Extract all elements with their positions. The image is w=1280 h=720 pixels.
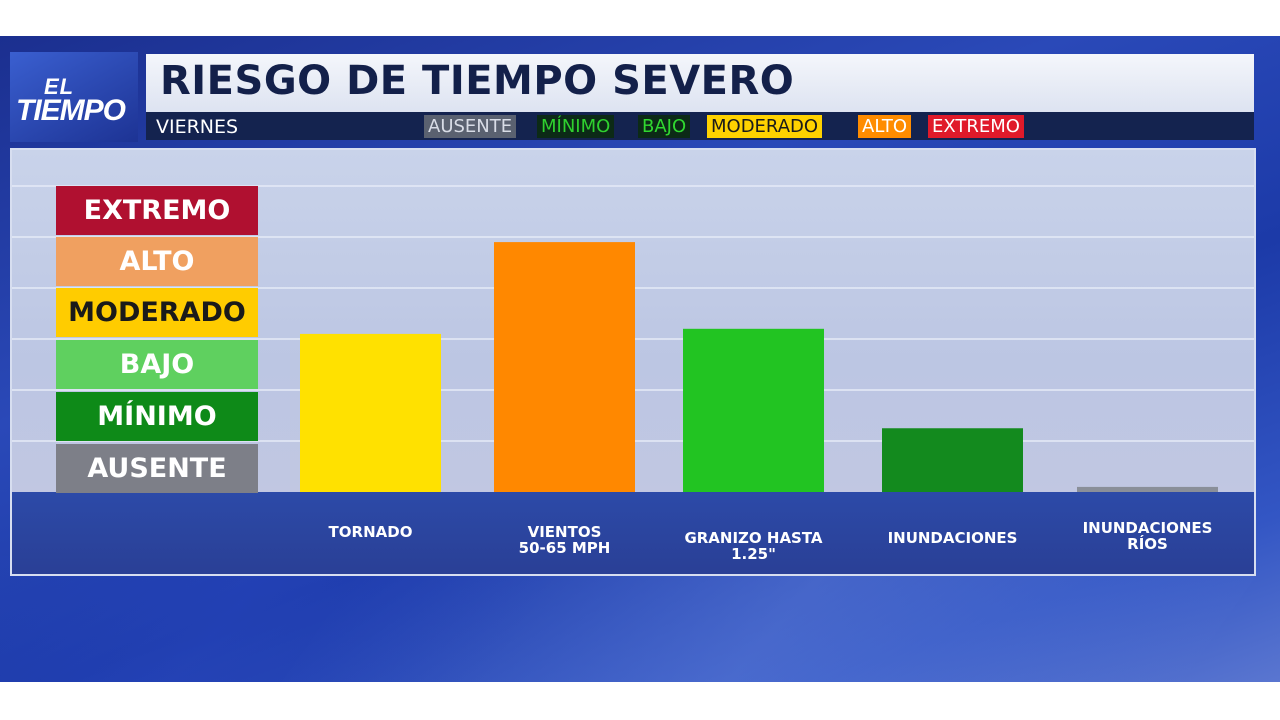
legend-chip-5: ALTO bbox=[858, 115, 912, 138]
day-label: VIERNES bbox=[156, 116, 239, 138]
legend-chip-1: AUSENTE bbox=[424, 115, 517, 138]
legend-chip-2: MÍNIMO bbox=[537, 115, 615, 138]
bar-1 bbox=[300, 333, 441, 492]
chart-panel: EXTREMO ALTO MODERADO BAJO MÍNIMO AUSENTE TOR… bbox=[10, 148, 1256, 576]
legend-chip-6: EXTREMO bbox=[928, 115, 1024, 138]
level-box-4: BAJO bbox=[56, 340, 258, 389]
bar-4 bbox=[882, 428, 1023, 492]
level-box-1: EXTREMO bbox=[56, 186, 258, 235]
brand-line2: TIEMPO bbox=[16, 94, 126, 127]
bar-chart bbox=[12, 185, 1254, 492]
category-label-5: INUNDACIONES RÍOS bbox=[1082, 519, 1213, 553]
brand-logo: EL TIEMPO bbox=[10, 52, 138, 142]
level-box-6: AUSENTE bbox=[56, 444, 258, 493]
level-box-3: MODERADO bbox=[56, 288, 258, 337]
category-label-2: VIENTOS 50-65 MPH bbox=[518, 523, 611, 557]
brand-line1: EL bbox=[44, 74, 75, 99]
legend-chip-4: MODERADO bbox=[707, 115, 823, 138]
level-box-2: ALTO bbox=[56, 237, 258, 286]
category-label-1: TORNADO bbox=[328, 523, 413, 541]
chart-axis-band bbox=[12, 492, 1254, 574]
bar-2 bbox=[494, 242, 635, 492]
header-banner: RIESGO DE TIEMPO SEVERO bbox=[146, 54, 1254, 112]
category-label-4: INUNDACIONES bbox=[887, 529, 1018, 547]
level-box-5: MÍNIMO bbox=[56, 392, 258, 441]
bar-5 bbox=[1077, 486, 1218, 492]
bar-3 bbox=[683, 328, 824, 492]
page-title: RIESGO DE TIEMPO SEVERO bbox=[160, 58, 795, 104]
legend-bar: VIERNES bbox=[146, 112, 1254, 140]
category-label-3: GRANIZO HASTA 1.25" bbox=[684, 529, 823, 563]
legend-chip-3: BAJO bbox=[638, 115, 691, 138]
